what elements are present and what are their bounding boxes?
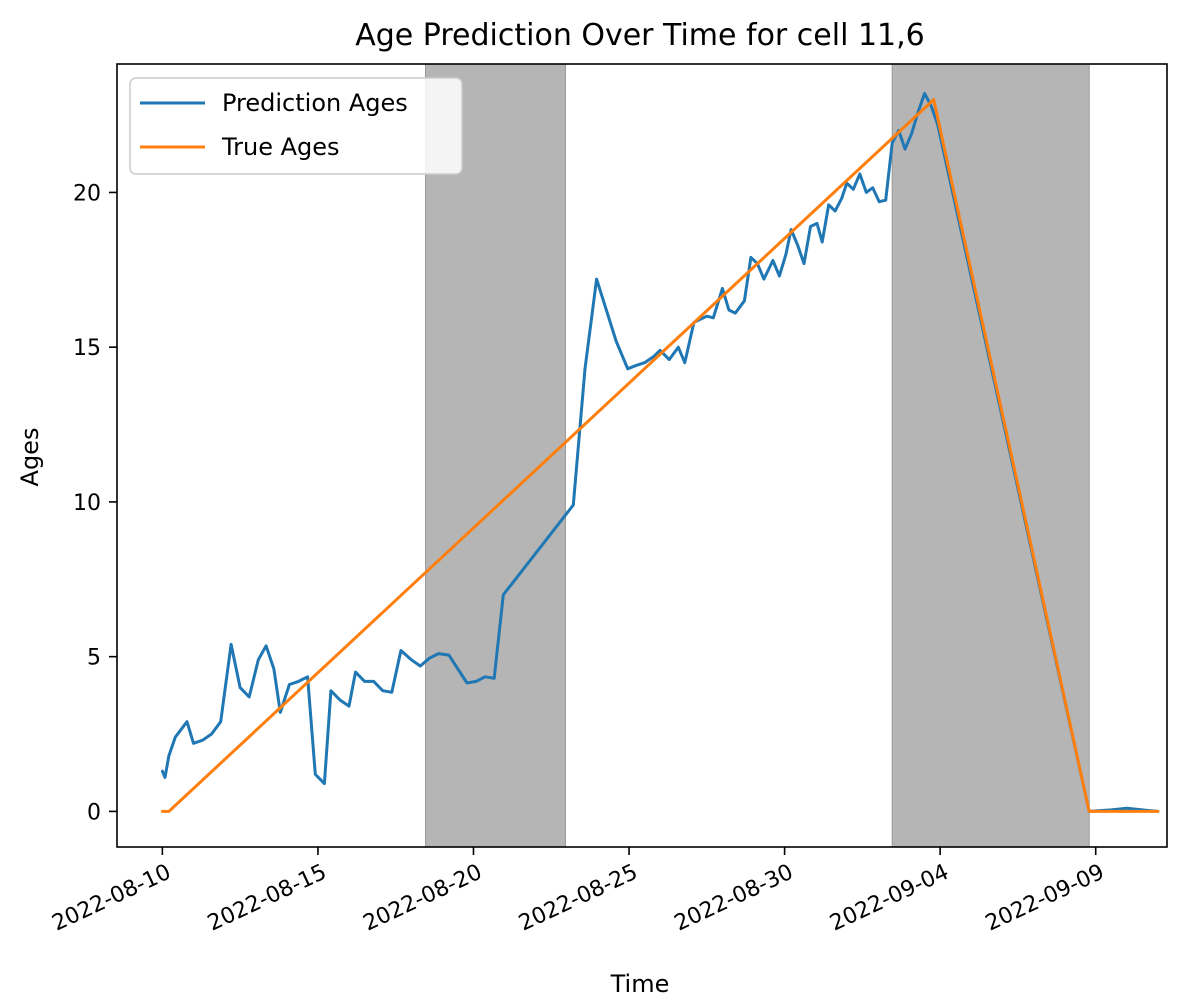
series-lines [160,91,1160,813]
shaded-region-2 [891,63,1090,848]
series-line-true-ages [160,98,1160,813]
y-tick-label: 0 [87,800,101,825]
shaded-regions [425,63,1090,848]
y-tick-label: 15 [73,336,101,361]
plot-frame [116,63,1168,848]
legend-label-true-ages: True Ages [221,133,340,161]
shaded-region-1 [425,63,567,848]
chart-title: Age Prediction Over Time for cell 11,6 [355,18,925,53]
legend-label-prediction-ages: Prediction Ages [222,89,408,117]
y-axis-label: Ages [16,428,44,487]
y-tick-label: 20 [73,181,101,206]
legend: Prediction Ages True Ages [129,77,463,175]
y-tick-label: 5 [87,646,101,671]
series-line-prediction-ages [160,91,1160,813]
legend-box [129,77,463,175]
x-axis-label: Time [610,970,670,998]
y-axis-ticks: 0 5 10 15 20 [73,181,117,825]
y-tick-label: 10 [73,491,101,516]
